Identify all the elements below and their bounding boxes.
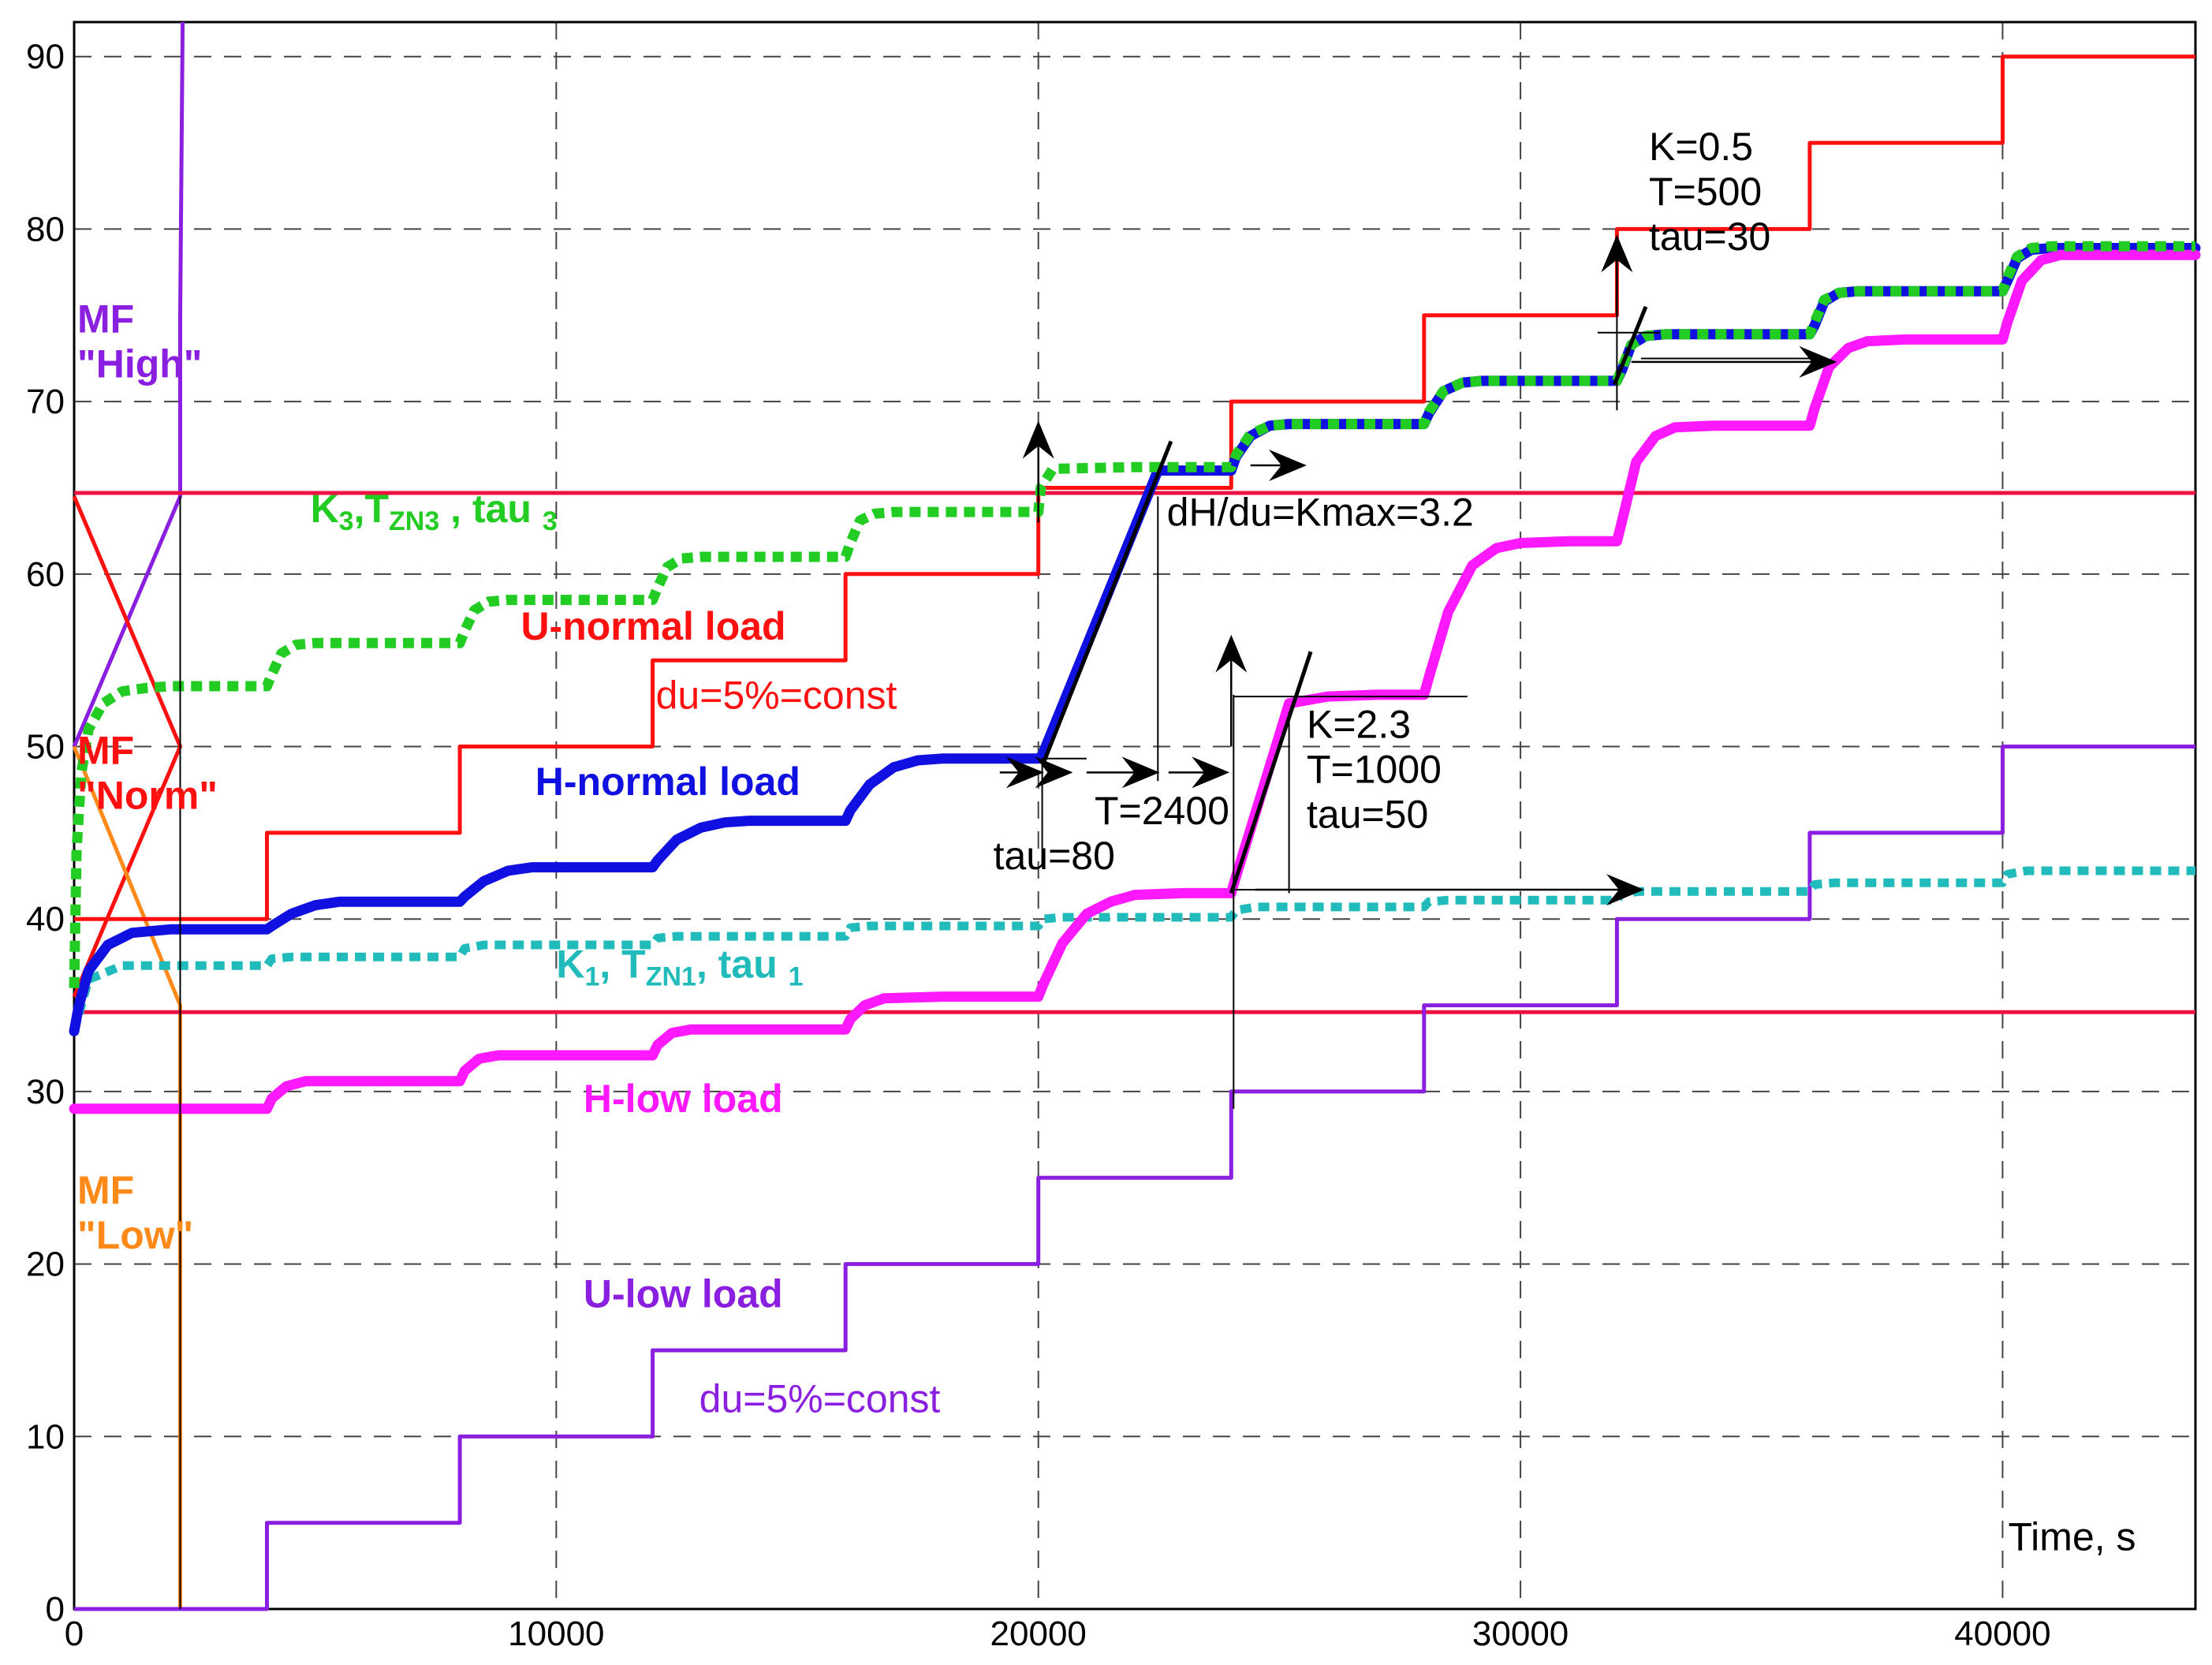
y-tick-label: 80 bbox=[26, 210, 65, 248]
x-tick-label: 20000 bbox=[990, 1615, 1087, 1653]
annotation-line: du=5%=const bbox=[656, 673, 897, 717]
tangent-line bbox=[1612, 305, 1648, 386]
label-part: 1 bbox=[789, 961, 804, 991]
series-k3 bbox=[69, 241, 2195, 988]
series-h-normal bbox=[69, 243, 2201, 1036]
annotation: MF "Norm" bbox=[77, 728, 218, 817]
annotation-line: MF bbox=[77, 728, 134, 772]
label-part: 1 bbox=[584, 961, 599, 991]
arrows bbox=[999, 234, 1837, 906]
label-part: , tau bbox=[696, 943, 789, 987]
x-tick-label: 30000 bbox=[1472, 1615, 1569, 1653]
annotation-line: H-normal load bbox=[535, 760, 800, 804]
annotation: K=2.3 T=1000 tau=50 bbox=[1307, 703, 1442, 837]
label-part: K bbox=[311, 487, 339, 531]
series-layer bbox=[69, 21, 2201, 1611]
label-part: ZN1 bbox=[646, 961, 696, 991]
annotation-line: "Norm" bbox=[77, 773, 218, 817]
annotation-line: dH/du=Kmax=3.2 bbox=[1167, 491, 1474, 535]
annotation: U-low load bbox=[584, 1271, 783, 1316]
y-tick-label: 70 bbox=[26, 383, 65, 421]
annotation-line: U-normal load bbox=[520, 604, 785, 648]
annotation: H-low load bbox=[584, 1077, 783, 1121]
annotation: tau=80 bbox=[994, 834, 1115, 878]
y-tick-label: 50 bbox=[26, 728, 65, 767]
series-u-low bbox=[74, 745, 2195, 1611]
label-part: 3 bbox=[543, 506, 558, 536]
annotation: T=2400 bbox=[1095, 789, 1229, 833]
label-part: 3 bbox=[339, 506, 354, 536]
label-part: ,T bbox=[354, 487, 389, 531]
annotation-line: T=2400 bbox=[1095, 789, 1229, 833]
label-part: , tau bbox=[439, 487, 543, 531]
y-tick-label: 90 bbox=[26, 38, 65, 77]
annotation: Time, s bbox=[2009, 1515, 2136, 1559]
tangent-line bbox=[1041, 440, 1173, 765]
label-part: , T bbox=[599, 943, 645, 987]
annotation-line: K=0.5 bbox=[1649, 125, 1753, 169]
annotation-line: MF bbox=[77, 297, 134, 342]
annotation: dH/du=Kmax=3.2 bbox=[1167, 491, 1474, 535]
tangent-line bbox=[1229, 651, 1313, 894]
y-tick-label: 60 bbox=[26, 555, 65, 594]
annotation-line: Time, s bbox=[2009, 1515, 2136, 1559]
series-h-low bbox=[69, 249, 2201, 1114]
annotation: MF "Low" bbox=[77, 1168, 193, 1257]
series-k1 bbox=[69, 866, 2195, 1032]
x-tick-label: 10000 bbox=[508, 1615, 604, 1653]
annotation-line: "Low" bbox=[77, 1213, 193, 1257]
axes: 0 10000 20000 30000 40000 0 10 20 30 40 50 60 70 80 90 bbox=[26, 21, 2197, 1653]
annotation: U-normal load bbox=[520, 604, 785, 648]
annotation: H-normal load bbox=[535, 760, 800, 804]
annotations: MF "High"MF "Norm"MF "Low"U-normal loaddu=5… bbox=[77, 125, 2136, 1559]
annotation-line: "High" bbox=[77, 342, 203, 386]
y-tick-label: 10 bbox=[26, 1417, 65, 1456]
y-tick-label: 20 bbox=[26, 1245, 65, 1284]
annotation: du=5%=const bbox=[656, 673, 897, 717]
y-tick-label: 40 bbox=[26, 900, 65, 939]
label-part: K bbox=[556, 943, 584, 987]
x-tick-label: 40000 bbox=[1954, 1615, 2050, 1653]
annotation-line: U-low load bbox=[584, 1271, 783, 1316]
series-u-normal bbox=[74, 54, 2195, 921]
series-label-k3: K3,TZN3 , tau 3 bbox=[311, 487, 558, 536]
label-part: ZN3 bbox=[389, 506, 439, 536]
x-tick-label: 0 bbox=[65, 1615, 84, 1653]
annotation-line: tau=30 bbox=[1649, 215, 1770, 259]
annotation-line: du=5%=const bbox=[699, 1377, 941, 1421]
annotation-line: T=1000 bbox=[1307, 748, 1442, 792]
annotation: du=5%=const bbox=[699, 1377, 941, 1421]
helper-lines bbox=[179, 297, 1820, 1609]
y-tick-label: 0 bbox=[46, 1590, 65, 1629]
series-label-k1: K1, TZN1, tau 1 bbox=[556, 943, 803, 992]
annotation-line: tau=50 bbox=[1307, 793, 1428, 837]
annotation-line: T=500 bbox=[1649, 170, 1762, 214]
annotation-line: H-low load bbox=[584, 1077, 783, 1121]
annotation: K=0.5 T=500 tau=30 bbox=[1649, 125, 1770, 259]
annotation: MF "High" bbox=[77, 297, 203, 386]
y-tick-label: 30 bbox=[26, 1073, 65, 1111]
annotation-line: tau=80 bbox=[994, 834, 1115, 878]
annotation-line: MF bbox=[77, 1168, 134, 1212]
annotation-line: K=2.3 bbox=[1307, 703, 1411, 747]
